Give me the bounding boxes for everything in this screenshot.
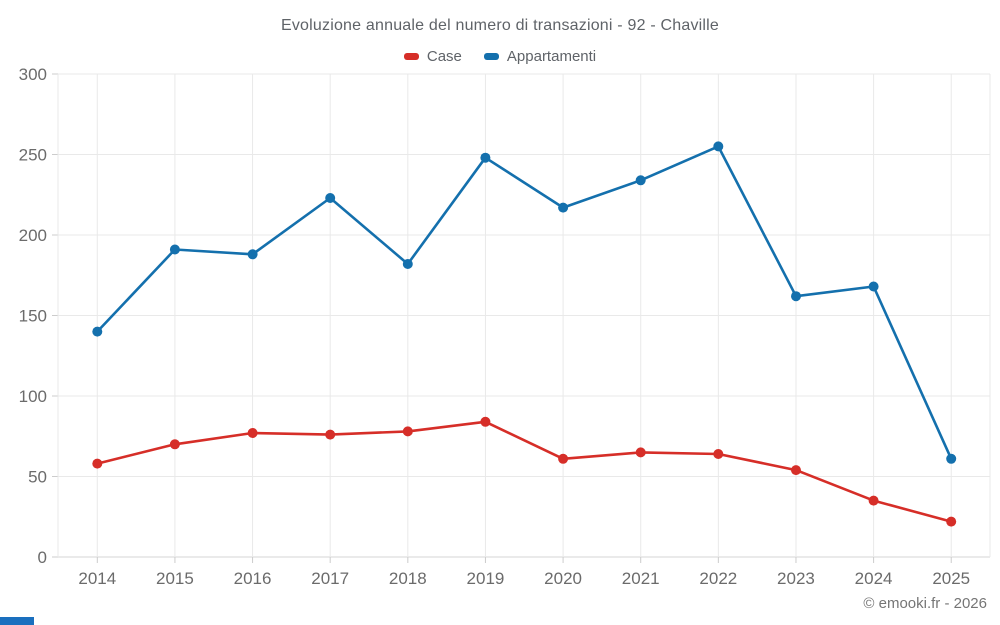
series-line-case	[96, 420, 953, 523]
point-appartamenti-2018[interactable]	[402, 259, 413, 269]
legend-label-case: Case	[426, 48, 462, 65]
point-case-2024[interactable]	[868, 495, 879, 506]
point-case-2018[interactable]	[402, 426, 413, 437]
point-case-2020[interactable]	[558, 453, 569, 464]
chart-legend: Case Appartamenti	[0, 48, 1000, 65]
point-case-2016[interactable]	[247, 428, 258, 438]
point-case-2017[interactable]	[325, 429, 336, 440]
point-case-2015[interactable]	[169, 439, 180, 450]
point-appartamenti-2014[interactable]	[92, 326, 103, 337]
point-case-2023[interactable]	[791, 465, 801, 476]
chart-title: Evoluzione annuale del numero di transaz…	[280, 17, 720, 34]
x-axis-label-2020: 2020	[544, 569, 582, 588]
series-line-appartamenti	[96, 145, 953, 461]
copyright-footer: © emooki.fr - 2026	[863, 595, 987, 612]
x-axis-label-2014: 2014	[78, 569, 116, 588]
point-appartamenti-2016[interactable]	[247, 249, 258, 260]
point-appartamenti-2025[interactable]	[946, 453, 957, 464]
point-appartamenti-2017[interactable]	[325, 193, 336, 203]
x-axis-label-2018: 2018	[389, 569, 427, 588]
point-case-2014[interactable]	[92, 458, 103, 469]
x-axis-label-2025: 2025	[932, 569, 970, 588]
point-appartamenti-2021[interactable]	[635, 175, 646, 186]
point-appartamenti-2023[interactable]	[791, 291, 801, 302]
case-legend-swatch-icon	[403, 53, 419, 60]
x-axis-label-2019: 2019	[467, 569, 505, 588]
x-axis-label-2022: 2022	[699, 569, 737, 588]
point-appartamenti-2022[interactable]	[713, 141, 724, 152]
y-axis-label-0: 0	[38, 548, 47, 567]
y-axis-label-100: 100	[19, 387, 47, 406]
point-case-2025[interactable]	[946, 516, 957, 527]
legend-item-appartamenti[interactable]: Appartamenti	[483, 48, 597, 65]
bottom-left-blue-bar	[0, 617, 34, 625]
x-axis-label-2024: 2024	[855, 569, 893, 588]
y-axis-label-300: 300	[19, 65, 47, 84]
appartamenti-legend-swatch-icon	[483, 53, 499, 60]
y-axis-label-150: 150	[19, 307, 47, 326]
point-case-2021[interactable]	[635, 447, 646, 458]
point-appartamenti-2015[interactable]	[169, 244, 180, 255]
x-axis-label-2016: 2016	[234, 569, 272, 588]
x-axis-label-2021: 2021	[622, 569, 660, 588]
point-case-2022[interactable]	[713, 449, 724, 459]
legend-label-appartamenti: Appartamenti	[506, 48, 597, 65]
point-case-2019[interactable]	[480, 416, 491, 427]
x-axis-label-2015: 2015	[156, 569, 194, 588]
point-appartamenti-2024[interactable]	[868, 281, 879, 292]
y-axis-label-50: 50	[28, 468, 47, 487]
x-axis-label-2023: 2023	[777, 569, 815, 588]
point-appartamenti-2020[interactable]	[558, 202, 569, 213]
y-axis-label-250: 250	[19, 146, 47, 165]
legend-item-case[interactable]: Case	[403, 48, 462, 65]
x-axis-label-2017: 2017	[311, 569, 349, 588]
point-appartamenti-2019[interactable]	[480, 152, 491, 163]
y-axis-label-200: 200	[19, 226, 47, 245]
